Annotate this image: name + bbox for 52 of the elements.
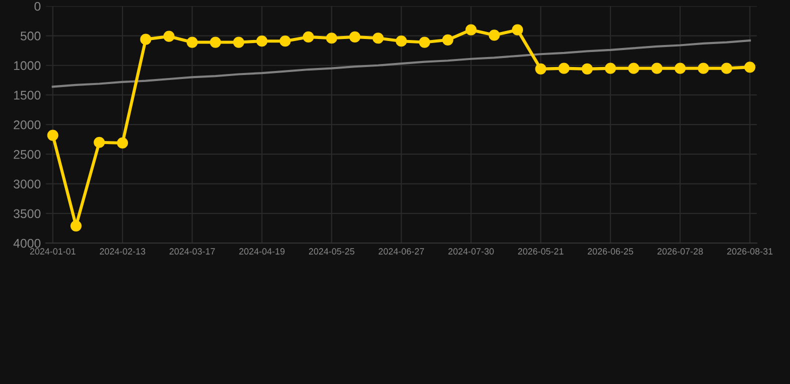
point — [396, 36, 407, 47]
y-tick-label: 4000 — [13, 238, 40, 248]
point — [163, 30, 175, 42]
point — [302, 31, 314, 42]
point — [419, 36, 430, 48]
point — [698, 62, 709, 74]
x-tick-label: 2026-05-21 — [518, 248, 564, 255]
y-tick-label: 3000 — [14, 180, 40, 188]
y-tick-label: 1000 — [14, 61, 40, 70]
point — [488, 30, 500, 41]
y-tick-label: 0 — [34, 2, 40, 11]
x-tick-label: 2024-04-19 — [239, 248, 285, 255]
point — [233, 36, 244, 48]
point — [744, 62, 756, 73]
y-tick-label: 500 — [20, 32, 40, 40]
point — [512, 24, 524, 36]
point — [349, 31, 360, 42]
point — [604, 62, 616, 74]
point — [442, 34, 454, 46]
point — [210, 36, 221, 48]
y-tick-label: 1500 — [14, 90, 40, 100]
point — [582, 63, 593, 74]
x-tick-label: 2026-07-28 — [658, 248, 703, 255]
point — [140, 34, 152, 45]
x-tick-label: 2024-07-30 — [448, 248, 494, 255]
x-tick-label: 2024-06-27 — [378, 248, 424, 255]
point — [372, 32, 384, 44]
point — [721, 62, 732, 74]
y-tick-label: 2000 — [14, 120, 40, 130]
point — [465, 24, 477, 36]
point — [558, 62, 570, 74]
point — [70, 220, 82, 232]
point — [628, 62, 640, 74]
point — [651, 62, 662, 74]
y-tick-label: 3500 — [14, 209, 40, 218]
point — [326, 32, 338, 44]
x-tick-label: 2024-02-13 — [100, 248, 146, 255]
point — [47, 130, 58, 141]
point — [256, 36, 268, 47]
point — [280, 36, 291, 47]
point — [674, 62, 686, 74]
x-tick-label: 2024-01-01 — [30, 248, 76, 255]
x-tick-label: 2026-06-25 — [588, 248, 634, 255]
line-series — [52, 39, 751, 88]
point — [94, 136, 105, 148]
point — [186, 36, 198, 48]
point — [535, 63, 546, 74]
point — [116, 137, 128, 149]
y-tick-label: 2500 — [14, 150, 40, 159]
x-tick-label: 2026-08-31 — [727, 248, 772, 255]
x-tick-label: 2024-05-25 — [308, 248, 354, 255]
x-tick-label: 2024-03-17 — [170, 248, 215, 255]
